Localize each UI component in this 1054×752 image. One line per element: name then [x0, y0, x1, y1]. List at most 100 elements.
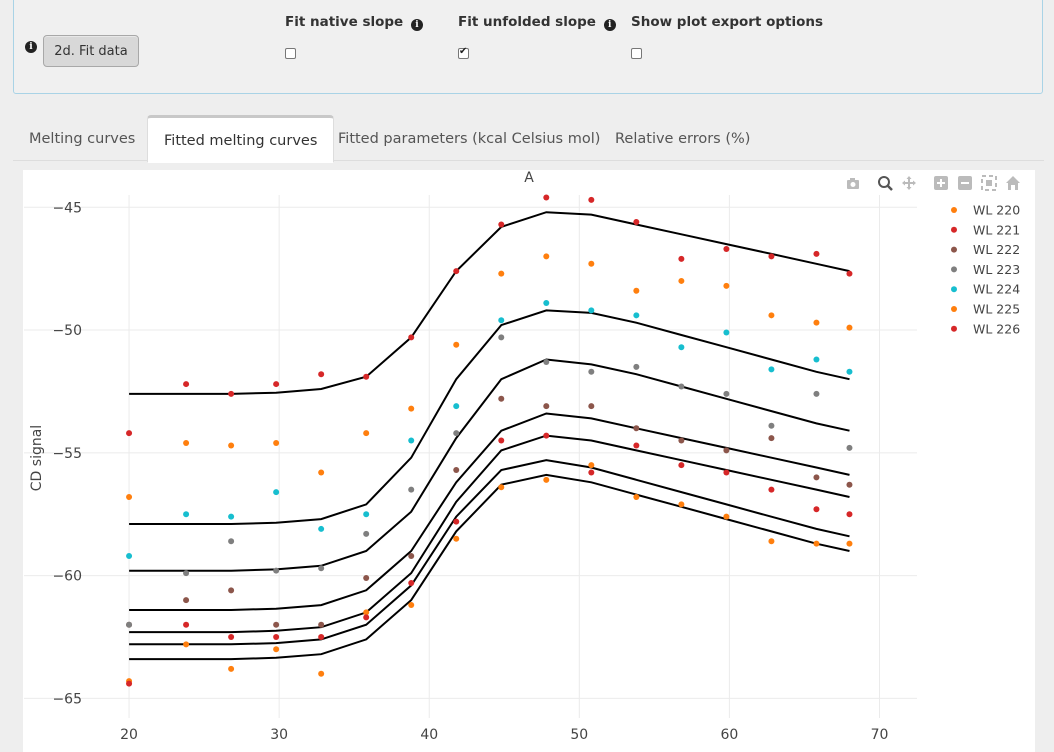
data-point [633, 363, 640, 370]
data-point [453, 341, 460, 348]
fit-data-button[interactable]: 2d. Fit data [43, 35, 139, 67]
data-point [273, 646, 280, 653]
data-point [588, 260, 595, 267]
legend-label[interactable]: WL 224 [973, 282, 1020, 297]
y-tick-label: −55 [52, 446, 82, 462]
legend-marker[interactable] [951, 207, 957, 213]
tab-fitted-melting-curves[interactable]: Fitted melting curves [147, 115, 335, 163]
data-point [768, 312, 775, 319]
data-point [363, 511, 370, 518]
data-point [723, 469, 730, 476]
tab-fitted-parameters[interactable]: Fitted parameters (kcal Celsius mol) [338, 131, 601, 147]
data-point [543, 300, 550, 307]
legend-marker[interactable] [951, 266, 957, 273]
data-point [588, 196, 595, 203]
info-icon[interactable]: i [25, 41, 37, 53]
data-point [723, 282, 730, 289]
legend-label[interactable]: WL 221 [973, 222, 1020, 237]
y-tick-label: −60 [52, 569, 82, 585]
data-point [408, 602, 415, 609]
data-point [363, 373, 370, 380]
legend-label[interactable]: WL 225 [973, 302, 1020, 317]
fit-line [129, 412, 850, 611]
legend-marker[interactable] [951, 286, 957, 293]
zoom-out-icon[interactable] [957, 175, 973, 191]
data-point [723, 246, 730, 253]
data-point [228, 665, 235, 672]
y-tick-label: −65 [52, 691, 82, 707]
data-point [813, 474, 820, 481]
zoom-icon[interactable] [877, 175, 893, 191]
chart-title: A [524, 170, 534, 186]
data-point [363, 614, 370, 621]
fit-unfolded-slope-text: Fit unfolded slope [458, 14, 596, 30]
data-point [846, 481, 853, 488]
fit-unfolded-slope-checkbox[interactable] [458, 46, 469, 59]
legend-label[interactable]: WL 222 [973, 242, 1020, 257]
data-point [633, 494, 640, 501]
data-point [273, 567, 280, 574]
data-point [678, 344, 685, 351]
data-point [723, 513, 730, 520]
x-tick-label: 30 [270, 727, 288, 743]
data-point [543, 403, 550, 410]
tab-relative-errors[interactable]: Relative errors (%) [615, 131, 751, 147]
info-icon[interactable]: i [410, 19, 423, 31]
fit-native-slope-text: Fit native slope [285, 14, 404, 30]
axis-ticks: 20 30 40 50 60 70 −45 −50 −55 −60 −65 [52, 200, 888, 743]
y-tick-label: −50 [52, 323, 82, 339]
legend-marker[interactable] [951, 325, 957, 332]
show-plot-export-checkbox[interactable] [631, 48, 642, 59]
fit-unfolded-slope-label: Fit unfolded slope i [458, 14, 616, 31]
fit-line [129, 459, 850, 646]
data-point [678, 501, 685, 508]
data-point [678, 277, 685, 284]
data-point [453, 430, 460, 437]
data-point [183, 439, 190, 446]
fit-native-slope-checkbox[interactable] [285, 48, 296, 59]
data-point [126, 621, 133, 628]
data-point [633, 425, 640, 432]
legend-label[interactable]: WL 226 [973, 321, 1020, 336]
data-point [678, 437, 685, 444]
data-point [813, 356, 820, 363]
legend[interactable]: WL 220 WL 221 WL 222 WL 223 WL 224 WL 225 WL 2… [951, 203, 1020, 337]
data-point [228, 587, 235, 594]
y-tick-label: −45 [52, 200, 82, 216]
camera-icon[interactable] [845, 175, 861, 191]
info-icon[interactable]: i [603, 19, 616, 31]
data-point [408, 437, 415, 444]
data-point [498, 317, 505, 324]
legend-label[interactable]: WL 220 [973, 203, 1020, 218]
data-point [453, 518, 460, 525]
legend-marker[interactable] [951, 306, 957, 312]
data-point [318, 525, 325, 532]
data-point [126, 552, 133, 559]
data-point [846, 444, 853, 451]
data-point [588, 403, 595, 410]
data-point [228, 513, 235, 520]
data-point [846, 368, 853, 375]
data-point [813, 390, 820, 397]
data-point [846, 270, 853, 277]
tab-melting-curves[interactable]: Melting curves [29, 131, 136, 147]
zoom-in-icon[interactable] [933, 175, 949, 191]
data-point [183, 641, 190, 648]
data-point [453, 403, 460, 410]
pan-icon[interactable] [901, 175, 917, 191]
data-point [453, 535, 460, 542]
fit-lines [129, 211, 850, 661]
data-point [126, 430, 133, 437]
x-tick-label: 20 [120, 727, 138, 743]
results-tabs: Melting curves Fitted melting curves Fit… [13, 115, 1044, 163]
legend-label[interactable]: WL 223 [973, 262, 1020, 277]
autoscale-icon[interactable] [981, 175, 997, 191]
data-point [846, 540, 853, 547]
legend-marker[interactable] [951, 246, 957, 253]
reset-axes-icon[interactable] [1005, 175, 1021, 191]
data-point [183, 511, 190, 518]
data-point [273, 621, 280, 628]
legend-marker[interactable] [951, 226, 957, 233]
data-point [183, 381, 190, 388]
